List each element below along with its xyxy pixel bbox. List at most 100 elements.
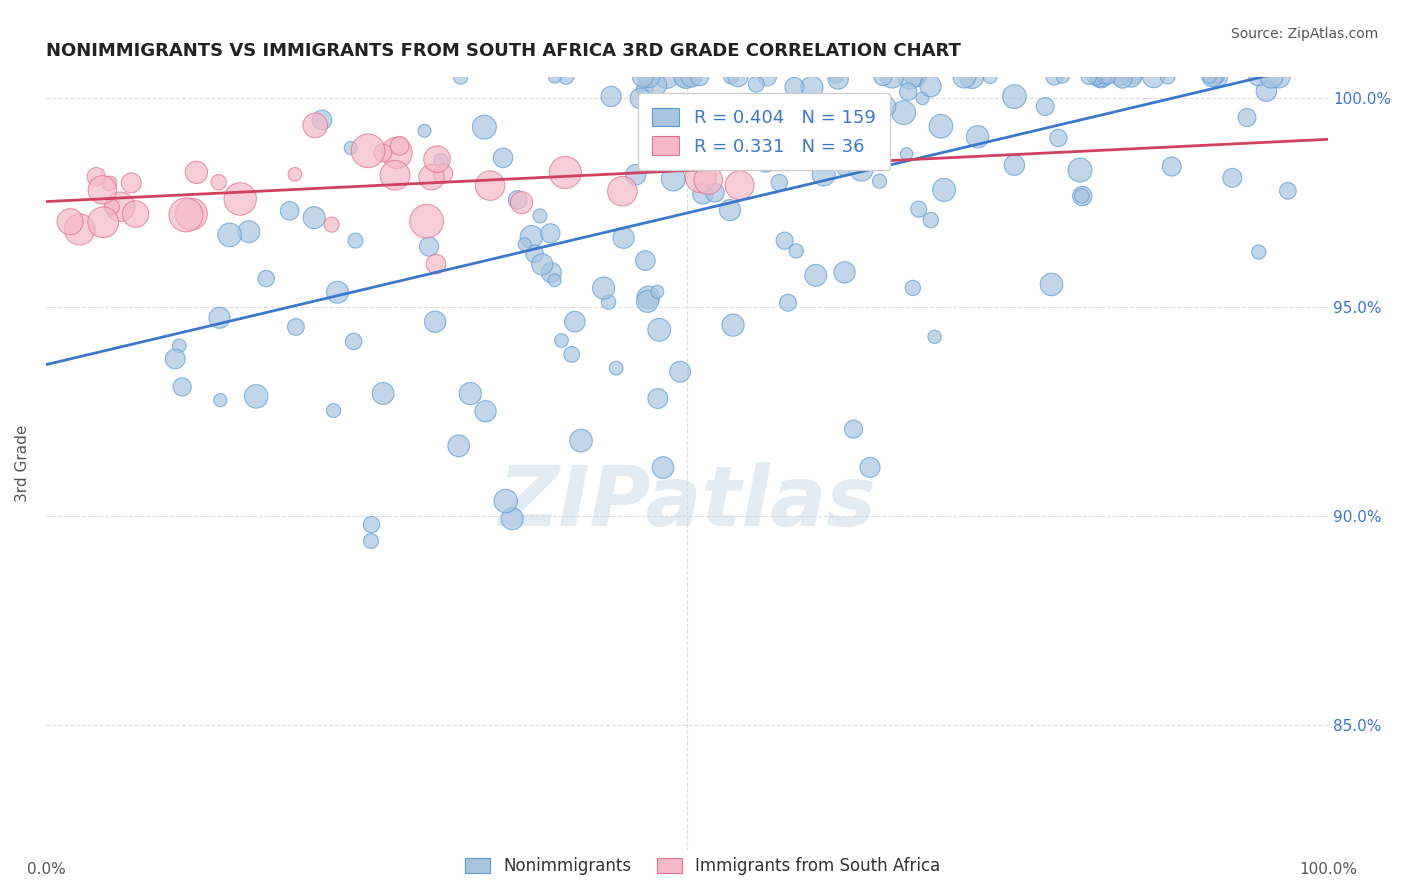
Point bbox=[1002, 89, 1025, 103]
Point bbox=[813, 168, 835, 182]
Point bbox=[818, 118, 841, 132]
Point bbox=[569, 434, 592, 448]
Point bbox=[637, 290, 659, 304]
Point bbox=[645, 78, 668, 93]
Point bbox=[544, 273, 567, 287]
Point bbox=[432, 167, 454, 181]
Point bbox=[689, 70, 711, 84]
Y-axis label: 3rd Grade: 3rd Grade bbox=[15, 425, 30, 502]
Point bbox=[896, 147, 918, 161]
Point bbox=[523, 247, 546, 261]
Point bbox=[388, 138, 411, 153]
Point bbox=[540, 266, 562, 280]
Point bbox=[897, 85, 920, 99]
Point bbox=[893, 105, 915, 120]
Text: Source: ZipAtlas.com: Source: ZipAtlas.com bbox=[1230, 27, 1378, 41]
Point bbox=[756, 70, 779, 84]
Point bbox=[647, 392, 669, 406]
Point bbox=[851, 162, 873, 177]
Point bbox=[360, 517, 382, 532]
Point bbox=[172, 380, 194, 394]
Point bbox=[165, 351, 187, 366]
Point bbox=[966, 129, 988, 144]
Point bbox=[1206, 70, 1229, 84]
Point bbox=[600, 89, 623, 103]
Point bbox=[882, 70, 904, 84]
Point bbox=[681, 70, 703, 84]
Point bbox=[835, 122, 858, 136]
Point bbox=[613, 231, 636, 245]
Point bbox=[1071, 189, 1094, 203]
Point bbox=[1247, 245, 1270, 260]
Point bbox=[458, 386, 481, 401]
Point bbox=[495, 494, 517, 508]
Point bbox=[371, 145, 394, 160]
Point bbox=[510, 195, 533, 210]
Point bbox=[311, 112, 333, 127]
Point bbox=[1121, 70, 1143, 84]
Point bbox=[1201, 70, 1223, 84]
Point bbox=[339, 141, 361, 155]
Point bbox=[284, 167, 307, 181]
Point bbox=[697, 173, 720, 187]
Point bbox=[1094, 70, 1116, 84]
Point bbox=[634, 82, 657, 96]
Point bbox=[360, 534, 382, 549]
Point bbox=[872, 70, 894, 84]
Point bbox=[1033, 99, 1056, 113]
Text: ZIPatlas: ZIPatlas bbox=[498, 462, 876, 543]
Point bbox=[1277, 184, 1299, 198]
Point bbox=[420, 170, 443, 185]
Point bbox=[425, 315, 447, 329]
Point bbox=[1157, 70, 1180, 84]
Point bbox=[218, 227, 240, 242]
Point bbox=[783, 79, 806, 94]
Point bbox=[302, 211, 325, 225]
Point bbox=[564, 315, 586, 329]
Point bbox=[825, 70, 848, 84]
Point bbox=[960, 70, 983, 84]
Point bbox=[1077, 70, 1099, 84]
Point bbox=[1205, 70, 1227, 84]
Point bbox=[637, 70, 659, 84]
Point bbox=[254, 271, 277, 285]
Point bbox=[662, 172, 685, 186]
Point bbox=[634, 253, 657, 268]
Point bbox=[1070, 189, 1092, 203]
Point bbox=[932, 183, 955, 197]
Point bbox=[1069, 163, 1091, 178]
Point bbox=[520, 230, 543, 244]
Point bbox=[637, 294, 659, 309]
Point bbox=[721, 318, 744, 332]
Point bbox=[1247, 70, 1270, 84]
Point bbox=[718, 203, 741, 218]
Point bbox=[278, 203, 301, 218]
Point bbox=[413, 124, 436, 138]
Point bbox=[1097, 70, 1119, 84]
Point bbox=[69, 222, 91, 236]
Point bbox=[655, 70, 678, 84]
Point bbox=[529, 209, 551, 223]
Point bbox=[920, 79, 942, 94]
Point bbox=[727, 70, 749, 84]
Point bbox=[785, 244, 807, 258]
Point bbox=[628, 91, 651, 105]
Point bbox=[592, 281, 614, 295]
Point bbox=[430, 153, 453, 168]
Point bbox=[834, 265, 856, 279]
Point bbox=[506, 193, 529, 207]
Point bbox=[384, 168, 406, 182]
Point bbox=[501, 512, 523, 526]
Point bbox=[229, 192, 252, 206]
Point bbox=[492, 151, 515, 165]
Text: NONIMMIGRANTS VS IMMIGRANTS FROM SOUTH AFRICA 3RD GRADE CORRELATION CHART: NONIMMIGRANTS VS IMMIGRANTS FROM SOUTH A… bbox=[46, 42, 960, 60]
Point bbox=[678, 137, 700, 152]
Point bbox=[768, 176, 790, 190]
Point bbox=[1109, 70, 1132, 84]
Point bbox=[911, 91, 934, 105]
Point bbox=[745, 77, 768, 91]
Point bbox=[1143, 70, 1166, 84]
Point bbox=[675, 70, 697, 84]
Point bbox=[859, 460, 882, 475]
Point bbox=[1090, 70, 1112, 84]
